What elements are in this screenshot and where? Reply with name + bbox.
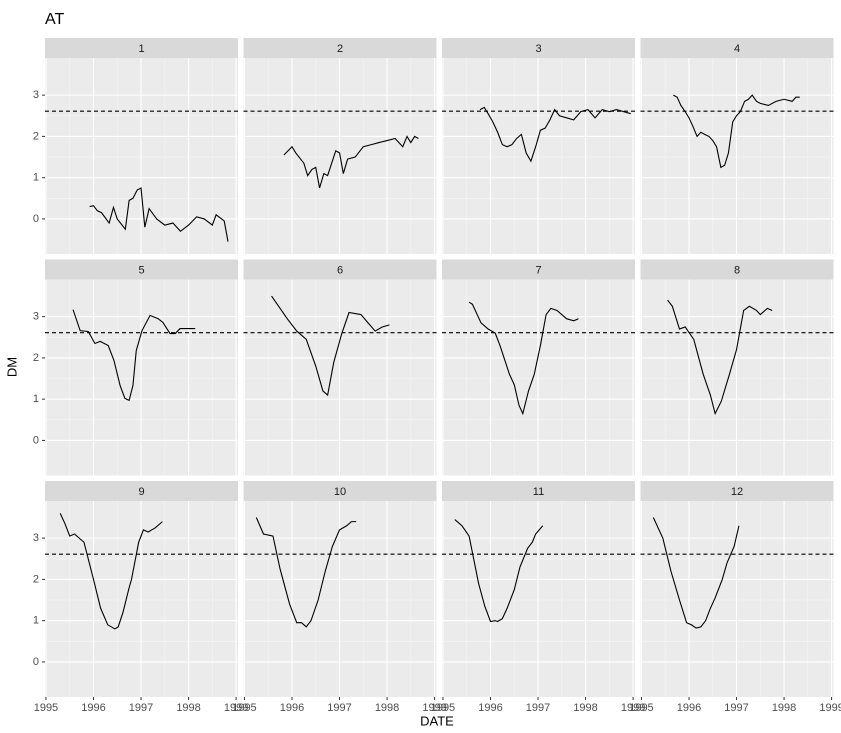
data-line — [59, 513, 163, 630]
x-tick-label: 1995 — [232, 702, 256, 714]
y-tick-label: 2 — [33, 573, 39, 585]
y-tick-label: 1 — [33, 615, 39, 627]
x-tick-label: 1997 — [526, 702, 550, 714]
data-line — [89, 187, 229, 242]
x-tick-label: 1996 — [81, 702, 105, 714]
x-tick-label: 1999 — [819, 702, 841, 714]
x-tick-label: 1996 — [280, 702, 304, 714]
x-tick-label: 1995 — [629, 702, 653, 714]
strip — [442, 259, 635, 280]
strip-label: 8 — [734, 264, 740, 276]
strip — [442, 38, 635, 58]
strip-label: 10 — [334, 486, 346, 498]
x-tick-label: 1999 — [224, 702, 248, 714]
data-line — [255, 517, 357, 628]
strip-label: 5 — [138, 264, 144, 276]
strip-label: 12 — [731, 486, 743, 498]
strip — [243, 259, 437, 280]
strip-label: 9 — [138, 486, 144, 498]
strip — [45, 38, 238, 58]
y-tick-label: 3 — [33, 89, 39, 101]
y-tick-label: 2 — [33, 352, 39, 364]
strip — [45, 259, 238, 280]
y-tick-label: 1 — [33, 172, 39, 184]
x-tick-label: 1998 — [573, 702, 597, 714]
data-line — [271, 295, 390, 397]
x-tick-label: 1995 — [431, 702, 455, 714]
strip — [442, 481, 635, 501]
y-axis-label: DM — [4, 357, 19, 377]
data-line — [283, 135, 419, 189]
x-tick-label: 1997 — [327, 702, 351, 714]
y-tick-label: 0 — [33, 656, 39, 668]
strip — [243, 38, 437, 58]
chart-title: AT — [45, 11, 64, 28]
x-axis-label: DATE — [420, 713, 454, 728]
strip-label: 11 — [533, 486, 544, 498]
data-line — [652, 517, 740, 629]
strip-label: 2 — [337, 43, 343, 55]
y-tick-label: 1 — [33, 393, 39, 405]
strip-label: 7 — [535, 264, 541, 276]
strip-label: 6 — [337, 264, 343, 276]
x-tick-label: 1998 — [176, 702, 200, 714]
y-tick-label: 3 — [33, 311, 39, 323]
strip — [640, 38, 834, 58]
strip — [640, 259, 834, 280]
x-tick-label: 1997 — [724, 702, 748, 714]
x-tick-label: 1995 — [34, 702, 58, 714]
x-tick-label: 1998 — [375, 702, 399, 714]
y-tick-label: 0 — [33, 434, 39, 446]
strip — [243, 481, 437, 501]
y-tick-label: 0 — [33, 213, 39, 225]
strip — [45, 481, 238, 501]
data-line — [667, 299, 773, 416]
data-line — [479, 106, 631, 163]
y-tick-label: 3 — [33, 532, 39, 544]
data-line — [72, 309, 196, 402]
data-line — [468, 301, 579, 416]
x-tick-label: 1996 — [677, 702, 701, 714]
x-tick-label: 1998 — [772, 702, 796, 714]
strip-label: 4 — [734, 43, 740, 55]
x-tick-label: 1999 — [422, 702, 446, 714]
data-line — [454, 519, 544, 623]
strip-label: 1 — [138, 43, 144, 55]
x-tick-label: 1997 — [129, 702, 153, 714]
data-line — [673, 94, 800, 169]
x-tick-label: 1999 — [621, 702, 645, 714]
y-tick-label: 2 — [33, 130, 39, 142]
x-tick-label: 1996 — [478, 702, 502, 714]
strip — [640, 481, 834, 501]
strip-label: 3 — [535, 43, 541, 55]
